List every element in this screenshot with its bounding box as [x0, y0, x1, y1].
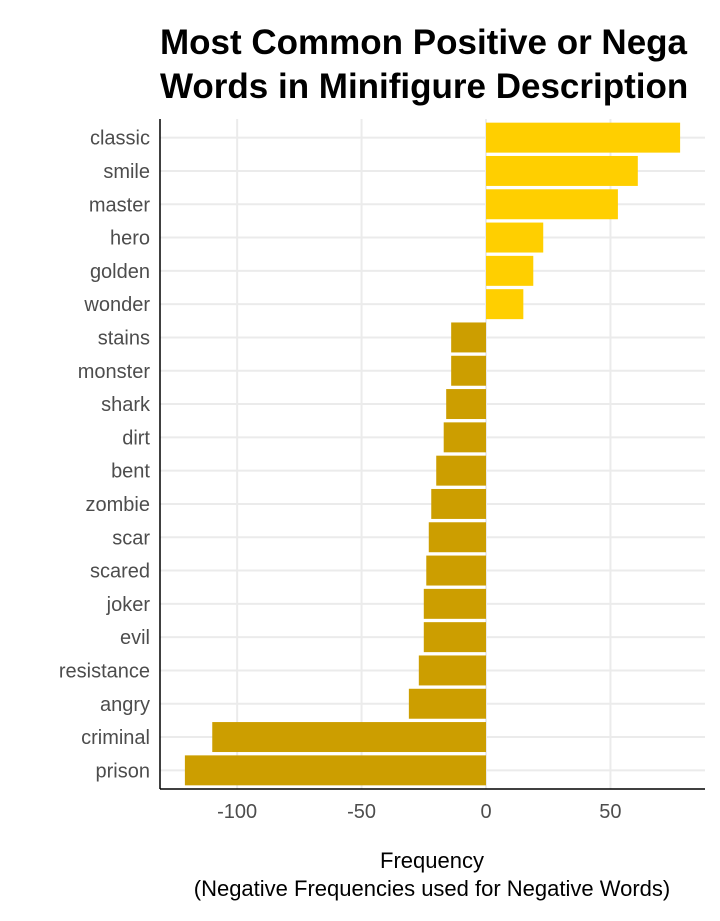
category-label-hero: hero [110, 228, 150, 250]
bar-bent [436, 455, 487, 486]
category-label-zombie: zombie [86, 494, 150, 516]
bar-evil [423, 622, 487, 653]
x-axis-title-line-1: Frequency [380, 848, 484, 873]
x-tick-label: -50 [347, 801, 376, 823]
category-label-prison: prison [96, 760, 150, 782]
x-tick-label: 50 [599, 801, 621, 823]
grid [160, 119, 705, 789]
category-label-joker: joker [106, 594, 151, 616]
bar-zombie [431, 488, 487, 519]
category-label-smile: smile [103, 161, 150, 183]
category-label-classic: classic [90, 128, 150, 150]
category-label-bent: bent [111, 461, 150, 483]
chart-title-line-1: Most Common Positive or Nega [160, 23, 688, 62]
category-label-golden: golden [90, 261, 150, 283]
category-label-resistance: resistance [59, 660, 150, 682]
bar-prison [184, 755, 487, 786]
bar-joker [423, 588, 487, 619]
bars [184, 122, 681, 786]
category-label-dirt: dirt [122, 427, 150, 449]
category-label-shark: shark [101, 394, 151, 416]
bar-scar [428, 522, 487, 553]
bar-classic [486, 122, 681, 153]
category-label-monster: monster [78, 361, 151, 383]
bar-monster [451, 355, 487, 386]
bar-resistance [418, 655, 487, 686]
category-label-evil: evil [120, 627, 150, 649]
x-axis-title-line-2: (Negative Frequencies used for Negative … [194, 876, 670, 901]
bar-master [486, 189, 618, 220]
x-tick-labels: -100 -50 0 50 [217, 801, 621, 823]
bar-scared [426, 555, 487, 586]
category-label-scared: scared [90, 561, 150, 583]
category-label-criminal: criminal [81, 727, 150, 749]
bar-dirt [443, 422, 487, 453]
bar-angry [408, 688, 487, 719]
x-tick-label: 0 [480, 801, 491, 823]
category-label-stains: stains [98, 327, 150, 349]
category-label-scar: scar [112, 527, 150, 549]
bar-smile [486, 155, 638, 186]
bar-golden [486, 255, 534, 286]
chart-title-line-2: Words in Minifigure Description [160, 67, 688, 106]
category-label-wonder: wonder [83, 294, 150, 316]
bar-wonder [486, 289, 524, 320]
bar-hero [486, 222, 544, 253]
bar-stains [451, 322, 487, 353]
bar-shark [446, 389, 487, 420]
bar-criminal [212, 722, 487, 753]
category-labels: classic smile master hero golden wonder stains… [59, 128, 151, 783]
category-label-angry: angry [100, 694, 150, 716]
category-label-master: master [89, 194, 150, 216]
x-tick-label: -100 [217, 801, 257, 823]
